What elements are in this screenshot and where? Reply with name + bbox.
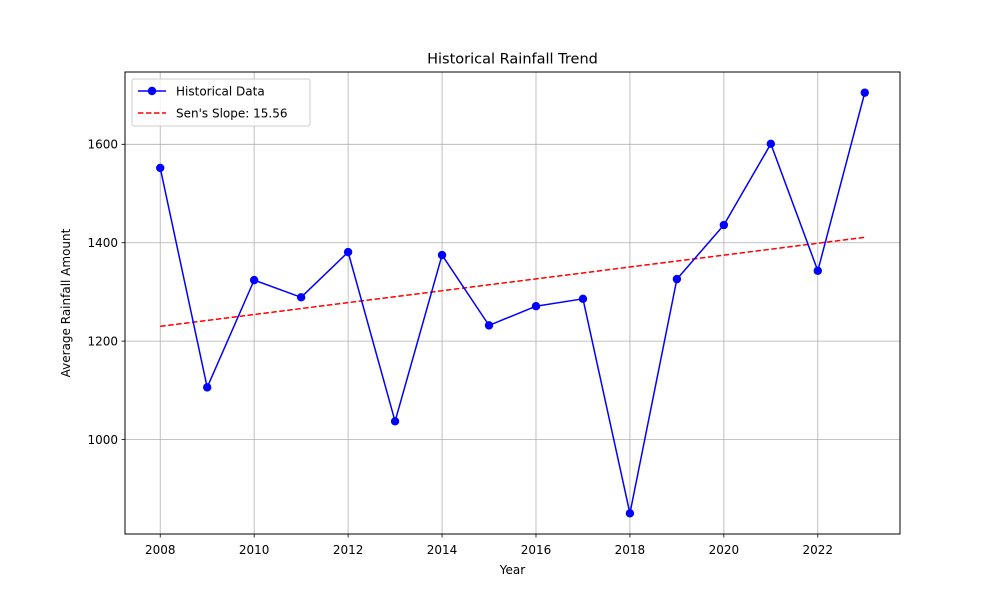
x-tick-label: 2012 — [333, 543, 364, 557]
chart-title: Historical Rainfall Trend — [427, 52, 598, 68]
x-tick-label: 2014 — [427, 543, 458, 557]
series-line-sens-slope — [160, 236, 865, 328]
plot-series — [156, 88, 869, 518]
legend-marker-historical-data — [147, 86, 157, 96]
y-tick-label: 1400 — [87, 236, 118, 250]
legend-label-historical-data: Historical Data — [176, 85, 265, 99]
x-axis-label: Year — [499, 563, 525, 577]
data-point — [296, 293, 306, 302]
plot-frame — [124, 71, 901, 535]
y-axis-label: Average Rainfall Amount — [59, 228, 73, 377]
series-line-historical-data — [159, 92, 866, 515]
data-point — [766, 139, 776, 149]
data-point — [578, 294, 588, 304]
x-axis: 2008 2010 2012 2014 2016 2018 2020 2022 — [145, 534, 833, 557]
data-point — [813, 266, 823, 275]
x-tick-label: 2010 — [239, 543, 270, 557]
x-tick-label: 2022 — [803, 543, 834, 557]
data-point — [531, 301, 541, 311]
data-point — [202, 383, 212, 392]
data-point — [437, 250, 447, 260]
legend-label-sens-slope: Sen's Slope: 15.56 — [176, 107, 287, 121]
x-tick-label: 2016 — [521, 543, 552, 557]
data-point — [156, 163, 165, 173]
data-point — [719, 220, 729, 230]
data-point — [625, 509, 635, 518]
data-point — [672, 274, 682, 284]
grid — [125, 72, 900, 534]
data-point — [249, 275, 259, 285]
y-tick-label: 1200 — [87, 334, 118, 348]
legend-box — [131, 78, 311, 127]
y-tick-label: 1000 — [87, 433, 118, 447]
data-point — [343, 247, 353, 257]
data-point — [860, 88, 869, 97]
y-axis: 1000 1200 1400 1600 — [87, 138, 125, 447]
x-tick-label: 2018 — [615, 543, 646, 557]
y-tick-label: 1600 — [87, 138, 118, 152]
x-tick-label: 2020 — [709, 543, 740, 557]
legend: Historical Data Sen's Slope: 15.56 — [131, 78, 311, 127]
x-tick-label: 2008 — [145, 543, 176, 557]
data-point — [390, 417, 400, 426]
data-point — [484, 321, 494, 330]
